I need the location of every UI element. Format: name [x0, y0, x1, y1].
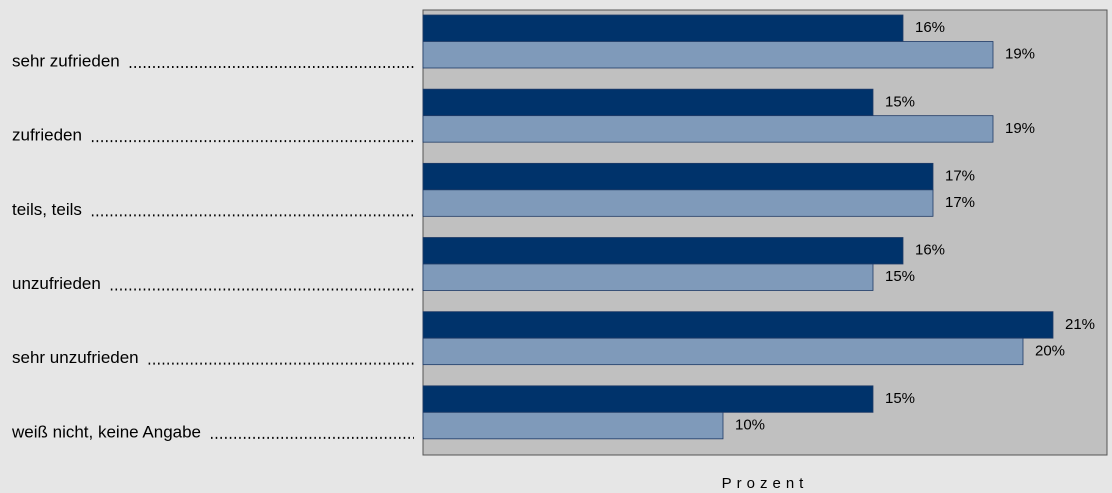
bar — [422, 41, 994, 69]
category-label: teils, teils — [12, 200, 82, 219]
data-label: 17% — [945, 168, 975, 185]
data-label: 17% — [945, 194, 975, 211]
data-label: 15% — [885, 390, 915, 407]
category-label: sehr zufrieden — [12, 51, 120, 70]
data-label: 19% — [1005, 46, 1035, 63]
plot-area — [422, 9, 1108, 456]
bar — [422, 263, 874, 291]
data-label: 15% — [885, 93, 915, 110]
data-label: 15% — [885, 268, 915, 285]
bar — [422, 337, 1024, 366]
data-label: 16% — [915, 19, 945, 36]
bar — [422, 189, 934, 217]
bar — [422, 237, 904, 265]
data-label: 19% — [1005, 120, 1035, 137]
bar — [422, 88, 874, 117]
data-label: 10% — [735, 417, 765, 434]
data-label: 21% — [1065, 316, 1095, 333]
x-axis-label: Prozent — [722, 475, 809, 492]
bar — [422, 385, 874, 413]
data-label: 16% — [915, 242, 945, 259]
category-label: zufrieden — [12, 126, 82, 145]
bar — [422, 14, 904, 42]
bar — [422, 411, 724, 440]
bar — [422, 115, 994, 143]
category-label: weiß nicht, keine Angabe — [11, 422, 201, 441]
category-label: unzufrieden — [12, 274, 101, 293]
category-label: sehr unzufrieden — [12, 348, 139, 367]
bar — [422, 162, 934, 191]
bar — [422, 311, 1054, 339]
data-label: 20% — [1035, 342, 1065, 359]
